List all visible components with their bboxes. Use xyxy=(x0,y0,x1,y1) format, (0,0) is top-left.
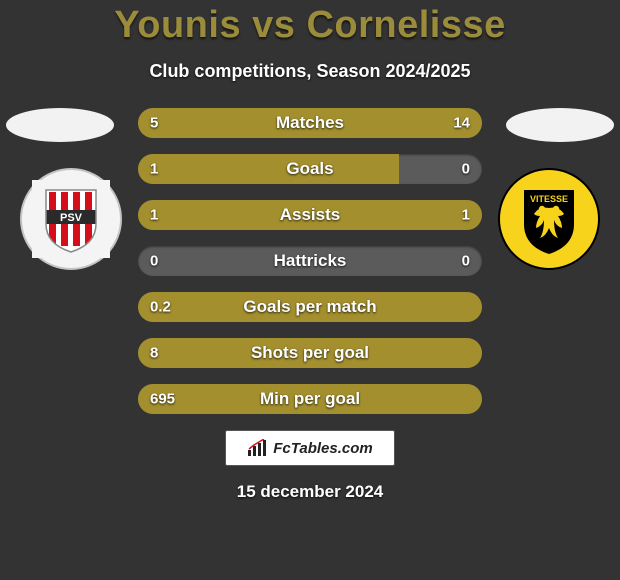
brand-text: FcTables.com xyxy=(273,440,372,457)
header: Younis vs Cornelisse Club competitions, … xyxy=(0,0,620,82)
bar-label: Hattricks xyxy=(138,251,482,271)
stat-bar: 00Hattricks xyxy=(138,246,482,276)
stat-bar: 8Shots per goal xyxy=(138,338,482,368)
stat-bar: 10Goals xyxy=(138,154,482,184)
bar-label: Assists xyxy=(138,205,482,225)
bar-label: Min per goal xyxy=(138,389,482,409)
page-title: Younis vs Cornelisse xyxy=(0,4,620,47)
bar-label: Shots per goal xyxy=(138,343,482,363)
player-oval-right xyxy=(506,108,614,142)
stat-bars: 514Matches 10Goals 11Assists 00Hattricks 0.2… xyxy=(138,108,482,414)
stat-bar: 0.2Goals per match xyxy=(138,292,482,322)
bar-label: Goals xyxy=(138,159,482,179)
subtitle: Club competitions, Season 2024/2025 xyxy=(0,61,620,82)
bar-label: Goals per match xyxy=(138,297,482,317)
comparison-area: PSV VITESSE 514Matches 10Goals 11Assists 00… xyxy=(0,108,620,502)
team-logo-left: PSV xyxy=(20,168,122,270)
stat-bar: 695Min per goal xyxy=(138,384,482,414)
stat-bar: 11Assists xyxy=(138,200,482,230)
chart-icon xyxy=(247,439,269,457)
brand-logo: FcTables.com xyxy=(225,430,395,466)
bar-label: Matches xyxy=(138,113,482,133)
stat-bar: 514Matches xyxy=(138,108,482,138)
svg-text:VITESSE: VITESSE xyxy=(530,194,568,204)
player-oval-left xyxy=(6,108,114,142)
footer-date: 15 december 2024 xyxy=(0,482,620,502)
team-logo-right: VITESSE xyxy=(498,168,600,270)
svg-text:PSV: PSV xyxy=(60,212,83,224)
